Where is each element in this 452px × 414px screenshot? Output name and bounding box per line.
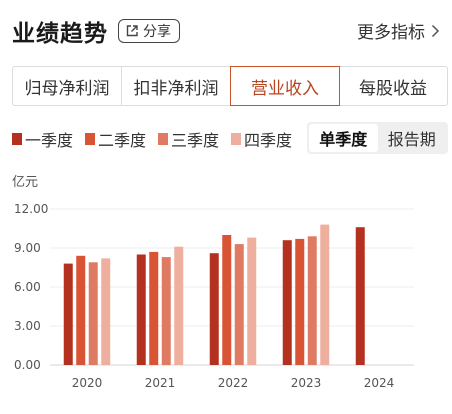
revenue-bar-chart: 0.00 3.00 6.00 9.00 12.00 2020 2021 2022 2023 202… (14, 202, 414, 390)
bar-2022-q2[interactable] (222, 235, 232, 365)
bar-2021-q4[interactable] (174, 246, 184, 365)
x-tick-label: 2020 (72, 376, 103, 390)
legend-swatch-q4 (231, 133, 242, 145)
x-tick-label: 2021 (145, 376, 176, 390)
y-tick-label: 0.00 (14, 358, 41, 372)
y-axis-unit: 亿元 (12, 175, 39, 190)
legend-swatch-q3 (158, 133, 169, 145)
share-label: 分享 (143, 24, 171, 40)
share-icon (126, 25, 138, 37)
header: 业绩趋势 分享 更多指标 (12, 12, 442, 48)
bar-2024-q1[interactable] (355, 227, 365, 365)
y-tick-label: 12.00 (14, 202, 48, 216)
y-tick-label: 9.00 (14, 241, 41, 255)
tab-eps[interactable]: 每股收益 (359, 78, 427, 99)
tab-net-profit[interactable]: 归母净利润 (13, 67, 122, 105)
legend-label-q1: 一季度 (25, 131, 74, 150)
legend-item-q2: 二季度 (85, 127, 146, 151)
y-tick-label: 6.00 (14, 280, 41, 294)
bar-2023-q1[interactable] (282, 240, 292, 365)
bar-2020-q4[interactable] (101, 258, 111, 365)
tab-deducted-net-profit[interactable]: 扣非净利润 (122, 67, 231, 105)
legend-swatch-q1 (12, 133, 22, 145)
tab-revenue[interactable]: 营业收入 (230, 66, 340, 106)
bar-2022-q3[interactable] (234, 244, 244, 365)
bar-2023-q3[interactable] (307, 236, 317, 365)
bar-2023-q4[interactable] (320, 224, 330, 365)
legend-swatch-q2 (85, 133, 96, 145)
more-metrics-link[interactable]: 更多指标 (357, 18, 440, 43)
legend-label-q4: 四季度 (244, 131, 293, 150)
bar-2020-q3[interactable] (88, 262, 98, 365)
more-metrics-label: 更多指标 (357, 23, 425, 43)
x-tick-label: 2024 (364, 376, 395, 390)
legend-item-q1: 一季度 (12, 127, 73, 151)
page-title: 业绩趋势 (12, 21, 108, 47)
bar-2021-q2[interactable] (149, 251, 159, 365)
bar-2021-q3[interactable] (161, 257, 171, 365)
bar-2020-q1[interactable] (63, 263, 73, 365)
bar-2023-q2[interactable] (295, 238, 305, 365)
toggle-report-period[interactable]: 报告期 (387, 130, 436, 149)
bar-2022-q1[interactable] (209, 253, 219, 365)
period-toggle: 单季度 报告期 (307, 122, 448, 154)
x-tick-label: 2022 (218, 376, 249, 390)
legend-item-q4: 四季度 (231, 127, 292, 151)
metric-tabs: 归母净利润 扣非净利润 营业收入 每股收益 (12, 66, 448, 106)
x-tick-label: 2023 (291, 376, 322, 390)
bar-2021-q1[interactable] (136, 254, 146, 366)
bar-2022-q4[interactable] (247, 237, 257, 365)
legend-label-q3: 三季度 (171, 131, 220, 150)
chart-legend: 一季度 二季度 三季度 四季度 (12, 127, 292, 151)
legend-item-q3: 三季度 (158, 127, 219, 151)
chevron-right-icon (431, 24, 440, 37)
y-tick-label: 3.00 (14, 319, 41, 333)
share-button[interactable]: 分享 (118, 19, 180, 43)
bar-2020-q2[interactable] (76, 255, 86, 365)
toggle-single-quarter[interactable]: 单季度 (309, 124, 378, 152)
legend-label-q2: 二季度 (98, 131, 147, 150)
